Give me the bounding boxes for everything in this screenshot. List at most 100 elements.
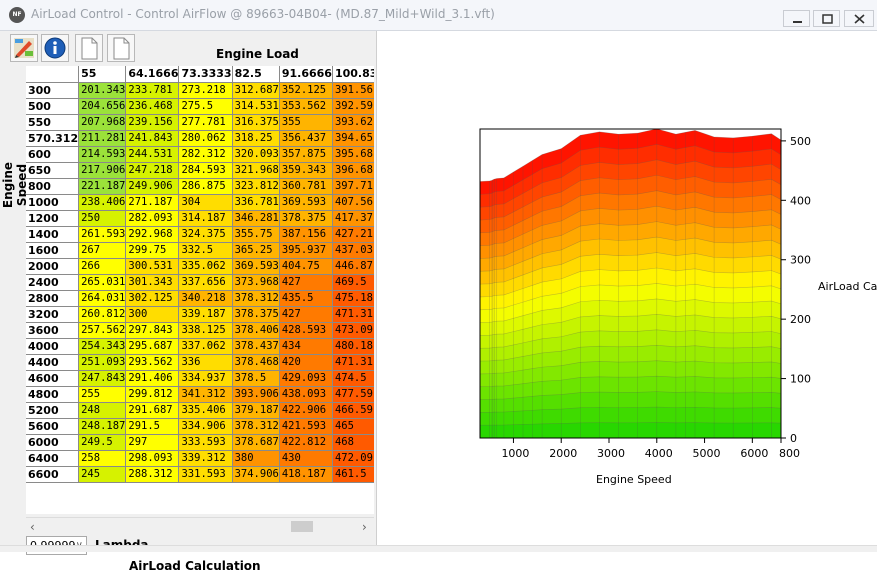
table-cell[interactable]: 291.406 [125,370,180,387]
table-cell[interactable]: 293.562 [125,354,180,371]
column-header[interactable]: 82.5 [232,66,280,83]
table-cell[interactable]: 239.156 [125,114,180,131]
table-cell[interactable]: 422.906 [279,402,333,419]
table-cell[interactable]: 304 [178,194,233,211]
table-cell[interactable]: 295.687 [125,338,180,355]
table-cell[interactable]: 355 [279,114,333,131]
row-header[interactable]: 5600 [26,418,80,435]
maximize-button[interactable] [813,10,840,27]
table-cell[interactable]: 352.125 [279,82,333,99]
table-cell[interactable]: 378.687 [232,434,280,451]
row-header[interactable]: 4600 [26,370,80,387]
table-cell[interactable]: 291.687 [125,402,180,419]
table-cell[interactable]: 341.312 [178,386,233,403]
table-cell[interactable]: 395.937 [279,242,333,259]
table-cell[interactable]: 207.968 [78,114,127,131]
row-header[interactable]: 1000 [26,194,80,211]
table-cell[interactable]: 369.593 [232,258,280,275]
scroll-left-icon[interactable]: ‹ [30,520,35,534]
table-cell[interactable]: 248 [78,402,127,419]
table-cell[interactable]: 323.812 [232,178,280,195]
table-cell[interactable]: 302.125 [125,290,180,307]
table-cell[interactable]: 466.59 [332,402,374,419]
table-cell[interactable]: 324.375 [178,226,233,243]
table-cell[interactable]: 357.875 [279,146,333,163]
table-cell[interactable]: 391.56 [332,82,374,99]
table-cell[interactable]: 339.312 [178,450,233,467]
table-cell[interactable]: 407.56 [332,194,374,211]
table-cell[interactable]: 380 [232,450,280,467]
table-cell[interactable]: 378.312 [232,290,280,307]
row-header[interactable]: 300 [26,82,80,99]
table-cell[interactable]: 247.843 [78,370,127,387]
row-header[interactable]: 2000 [26,258,80,275]
row-header[interactable]: 2800 [26,290,80,307]
row-header[interactable]: 4800 [26,386,80,403]
table-cell[interactable]: 422.812 [279,434,333,451]
table-cell[interactable]: 477.59 [332,386,374,403]
table-cell[interactable]: 277.781 [178,114,233,131]
table-cell[interactable]: 297 [125,434,180,451]
row-header[interactable]: 3600 [26,322,80,339]
minimize-button[interactable] [783,10,810,27]
table-cell[interactable]: 312.687 [232,82,280,99]
table-cell[interactable]: 334.937 [178,370,233,387]
table-cell[interactable]: 417.37 [332,210,374,227]
column-header[interactable]: 91.6666 [279,66,333,83]
row-header[interactable]: 4400 [26,354,80,371]
table-cell[interactable]: 435.5 [279,290,333,307]
table-cell[interactable]: 241.843 [125,130,180,147]
table-cell[interactable]: 275.5 [178,98,233,115]
table-cell[interactable]: 251.093 [78,354,127,371]
row-header[interactable]: 650 [26,162,80,179]
table-cell[interactable]: 217.906 [78,162,127,179]
table-cell[interactable]: 374.906 [232,466,280,483]
table-cell[interactable]: 353.562 [279,98,333,115]
table-cell[interactable]: 291.5 [125,418,180,435]
scrollbar-thumb[interactable] [291,521,313,532]
table-cell[interactable]: 340.218 [178,290,233,307]
table-cell[interactable]: 298.093 [125,450,180,467]
table-cell[interactable]: 430 [279,450,333,467]
table-cell[interactable]: 427 [279,306,333,323]
table-cell[interactable]: 404.75 [279,258,333,275]
table-cell[interactable]: 282.093 [125,210,180,227]
table-cell[interactable]: 359.343 [279,162,333,179]
table-cell[interactable]: 271.187 [125,194,180,211]
table-cell[interactable]: 288.312 [125,466,180,483]
table-cell[interactable]: 396.68 [332,162,374,179]
table-cell[interactable]: 437.03 [332,242,374,259]
table-cell[interactable]: 469.5 [332,274,374,291]
table-cell[interactable]: 393.62 [332,114,374,131]
table-cell[interactable]: 471.31 [332,306,374,323]
table-cell[interactable]: 428.593 [279,322,333,339]
edit-button[interactable] [10,34,38,62]
row-header[interactable]: 6000 [26,434,80,451]
table-cell[interactable]: 369.593 [279,194,333,211]
table-cell[interactable]: 360.781 [279,178,333,195]
table-cell[interactable]: 248.187 [78,418,127,435]
column-header[interactable]: 73.3333 [178,66,233,83]
row-header[interactable]: 3200 [26,306,80,323]
column-header[interactable]: 55 [78,66,127,83]
table-cell[interactable]: 337.062 [178,338,233,355]
table-cell[interactable]: 244.531 [125,146,180,163]
table-cell[interactable]: 286.875 [178,178,233,195]
row-header[interactable]: 6400 [26,450,80,467]
table-cell[interactable]: 201.343 [78,82,127,99]
table-cell[interactable]: 373.968 [232,274,280,291]
table-cell[interactable]: 245 [78,466,127,483]
table-cell[interactable]: 346.281 [232,210,280,227]
table-cell[interactable]: 314.531 [232,98,280,115]
table-cell[interactable]: 211.281 [78,130,127,147]
table-cell[interactable]: 438.093 [279,386,333,403]
table-cell[interactable]: 378.375 [279,210,333,227]
table-cell[interactable]: 471.31 [332,354,374,371]
table-cell[interactable]: 480.18 [332,338,374,355]
table-cell[interactable]: 214.593 [78,146,127,163]
row-header[interactable]: 800 [26,178,80,195]
table-cell[interactable]: 421.593 [279,418,333,435]
table-cell[interactable]: 337.656 [178,274,233,291]
table-cell[interactable]: 260.812 [78,306,127,323]
table-cell[interactable]: 299.812 [125,386,180,403]
